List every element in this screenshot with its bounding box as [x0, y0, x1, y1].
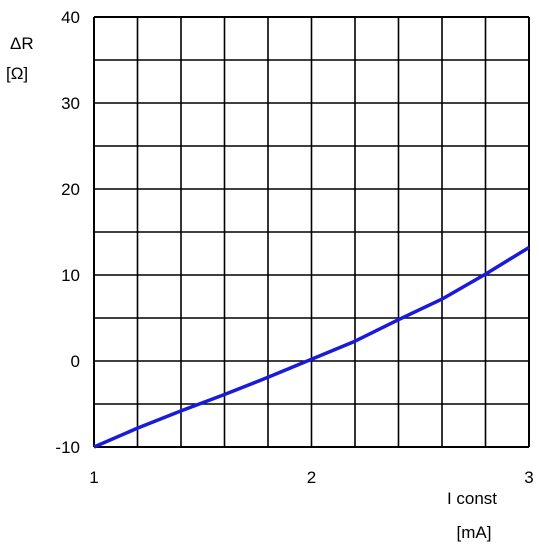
x-tick-label: 3 [524, 468, 533, 487]
y-tick-label: 20 [61, 180, 80, 199]
y-tick-label: -10 [55, 438, 80, 457]
series-layer [93, 246, 530, 449]
x-tick-label: 1 [89, 468, 98, 487]
y-axis-label-line1: ΔR [10, 34, 34, 53]
y-tick-label: 0 [71, 352, 80, 371]
y-tick-label: 10 [61, 266, 80, 285]
x-axis-label-line2: [mA] [457, 523, 492, 542]
y-tick-label: 30 [61, 94, 80, 113]
x-axis-label-line1: I const [447, 489, 497, 508]
x-tick-label: 2 [307, 468, 316, 487]
y-axis-label-line2: [Ω] [6, 64, 28, 83]
grid [93, 16, 530, 448]
y-tick-label: 40 [61, 8, 80, 27]
y-tick-labels: -10 0 10 20 30 40 [55, 8, 80, 457]
series-line [93, 246, 530, 449]
x-tick-labels: 1 2 3 [89, 468, 533, 487]
